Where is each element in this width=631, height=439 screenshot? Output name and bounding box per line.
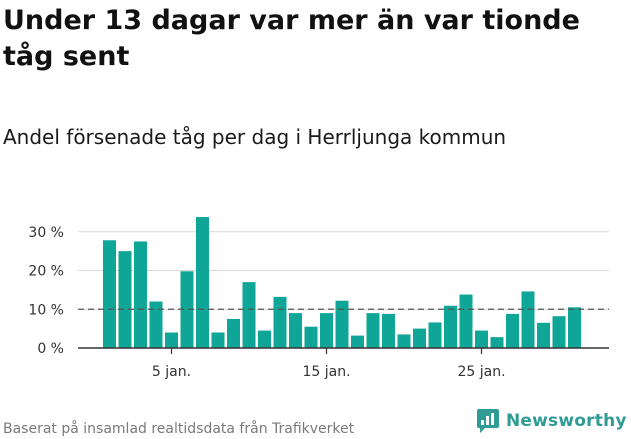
bar [351,335,364,348]
bar [444,305,457,348]
bar [397,334,411,348]
bar [180,271,194,348]
y-tick-label: 20 % [28,264,64,280]
bar [273,296,287,348]
source-note: Baserat på insamlad realtidsdata från Tr… [3,421,355,437]
bar [304,326,318,348]
bar [552,316,566,348]
bar [289,313,302,348]
chart-title: Under 13 dagar var mer än var tionde tåg… [3,5,580,72]
y-tick-label: 0 % [37,341,64,357]
bar [211,332,225,348]
bar [118,251,132,348]
bar [475,330,488,348]
bar [335,300,349,348]
bar [165,332,178,348]
brand-name: Newsworthy [506,411,627,431]
bar [242,282,256,348]
brand-mark[interactable]: Newsworthy [476,407,627,435]
bar [149,301,163,348]
bar [196,217,209,348]
bar [134,241,147,348]
axes: 0 % 10 % 20 % 30 % 5 jan. 15 jan. 25 jan. [28,225,609,380]
newsworthy-logo-icon [477,409,499,433]
x-tick-label: 15 jan. [302,364,350,380]
x-tick-label: 25 jan. [457,364,505,380]
bar [506,313,519,348]
bar [320,313,333,348]
bar [413,328,426,348]
bar [568,307,581,348]
chart-subtitle: Andel försenade tåg per dag i Herrljunga… [3,125,507,149]
bar [490,337,504,348]
bar [459,294,473,348]
bar [227,318,240,348]
y-tick-label: 10 % [28,302,64,318]
x-tick-label: 5 jan. [152,364,191,380]
bars [103,217,581,348]
bar [366,313,380,348]
bar [258,330,271,348]
bar [428,322,442,348]
bar [521,291,535,348]
bar [382,313,395,348]
y-tick-label: 30 % [28,225,64,241]
bar [537,322,550,348]
bar [103,240,116,348]
